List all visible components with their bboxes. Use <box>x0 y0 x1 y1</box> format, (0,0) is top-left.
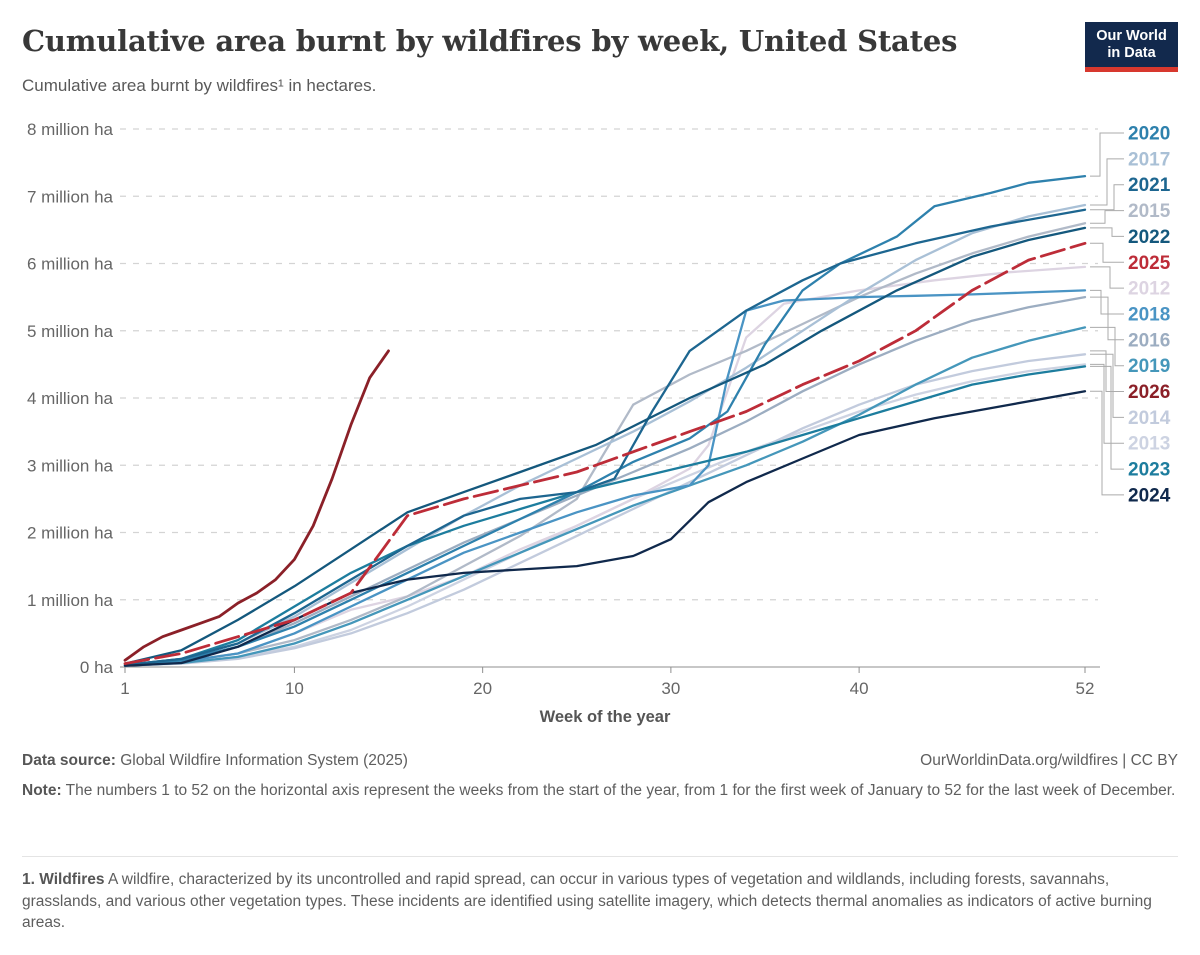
wildfire-cumulative-line-chart[interactable]: 0 ha 1 million ha 2 million ha 3 million ha… <box>0 110 1200 742</box>
legend-connector-2022 <box>1090 227 1124 237</box>
legend-connector-2025 <box>1090 242 1124 263</box>
legend-label-2020[interactable]: 2020 <box>1128 124 1170 145</box>
line-2022[interactable] <box>123 226 1087 665</box>
x-tick-label: 10 <box>285 679 304 698</box>
line-2018[interactable] <box>123 289 1087 667</box>
legend-connector-2015 <box>1090 210 1124 224</box>
legend-label-2018[interactable]: 2018 <box>1128 304 1170 325</box>
legend-connector-2012 <box>1090 266 1124 289</box>
footnote-divider <box>22 856 1178 857</box>
axis-note: Note: The numbers 1 to 52 on the horizon… <box>22 780 1178 802</box>
chart-subtitle: Cumulative area burnt by wildfires¹ in h… <box>22 76 377 95</box>
legend-connector-2023 <box>1090 365 1124 470</box>
x-tick-label: 30 <box>661 679 680 698</box>
line-2015[interactable] <box>123 222 1087 667</box>
legend-label-2022[interactable]: 2022 <box>1128 227 1170 248</box>
legend-connector-2021 <box>1090 184 1124 211</box>
legend-label-2013[interactable]: 2013 <box>1128 434 1170 455</box>
y-tick-label: 8 million ha <box>27 120 114 139</box>
line-2019[interactable] <box>123 326 1087 667</box>
line-2012[interactable] <box>123 265 1087 667</box>
legend-label-2015[interactable]: 2015 <box>1128 201 1171 222</box>
owid-logo-line2: in Data <box>1107 44 1156 61</box>
data-source-row: Data source: Global Wildfire Information… <box>22 752 1178 770</box>
y-tick-label: 2 million ha <box>27 524 114 543</box>
line-2017[interactable] <box>123 203 1087 667</box>
y-tick-label: 6 million ha <box>27 255 114 274</box>
legend-connector-2014 <box>1090 353 1124 418</box>
y-tick-label: 0 ha <box>80 658 114 677</box>
x-tick-label: 1 <box>120 679 129 698</box>
legend-connector-2016 <box>1090 296 1124 341</box>
legend-label-2025[interactable]: 2025 <box>1128 253 1171 274</box>
legend-label-2026[interactable]: 2026 <box>1128 382 1170 403</box>
note-label: Note: <box>22 782 62 799</box>
legend-connector-2013 <box>1090 363 1124 444</box>
legend-label-2012[interactable]: 2012 <box>1128 279 1170 300</box>
y-tick-label: 3 million ha <box>27 456 114 475</box>
line-2024[interactable] <box>123 390 1087 667</box>
owid-logo: Our World in Data <box>1085 22 1178 72</box>
legend-label-2019[interactable]: 2019 <box>1128 356 1170 377</box>
legend-connector-2024 <box>1090 390 1124 496</box>
y-tick-label: 4 million ha <box>27 389 114 408</box>
wildfires-footnote: 1. Wildfires A wildfire, characterized b… <box>22 869 1178 934</box>
legend-label-2014[interactable]: 2014 <box>1128 408 1171 429</box>
line-2021[interactable] <box>123 208 1087 667</box>
line-2025[interactable] <box>123 241 1087 665</box>
line-2023[interactable] <box>123 365 1087 667</box>
owid-logo-line1: Our World <box>1096 27 1167 44</box>
legend-connector-2017 <box>1090 158 1124 206</box>
x-tick-label: 20 <box>473 679 492 698</box>
legend-label-2023[interactable]: 2023 <box>1128 460 1170 481</box>
legend-label-2016[interactable]: 2016 <box>1128 330 1170 351</box>
line-2016[interactable] <box>123 295 1087 667</box>
data-source-text: Global Wildfire Information System (2025… <box>115 752 408 769</box>
cc-by-link[interactable]: OurWorldinData.org/wildfires | CC BY <box>920 752 1178 769</box>
line-2026[interactable] <box>123 349 390 662</box>
legend-connector-2019 <box>1090 326 1124 367</box>
note-text: The numbers 1 to 52 on the horizontal ax… <box>61 782 1176 799</box>
y-tick-label: 5 million ha <box>27 322 114 341</box>
y-tick-label: 1 million ha <box>27 591 114 610</box>
x-axis-title: Week of the year <box>540 708 671 726</box>
legend-label-2017[interactable]: 2017 <box>1128 149 1170 170</box>
line-2020[interactable] <box>123 174 1087 667</box>
x-tick-label: 40 <box>850 679 869 698</box>
data-source-label: Data source: <box>22 752 116 769</box>
x-tick-label: 52 <box>1076 679 1095 698</box>
legend-label-2021[interactable]: 2021 <box>1128 175 1171 196</box>
legend-connector-2018 <box>1090 289 1124 315</box>
legend-connector-2026 <box>1090 350 1124 392</box>
page-title: Cumulative area burnt by wildfires by we… <box>22 24 958 58</box>
footnote-label: 1. Wildfires <box>22 871 105 888</box>
y-tick-label: 7 million ha <box>27 187 114 206</box>
footnote-text: A wildfire, characterized by its uncontr… <box>22 871 1152 931</box>
legend-connector-2020 <box>1090 132 1124 177</box>
line-2014[interactable] <box>123 353 1087 667</box>
legend-label-2024[interactable]: 2024 <box>1128 485 1171 506</box>
